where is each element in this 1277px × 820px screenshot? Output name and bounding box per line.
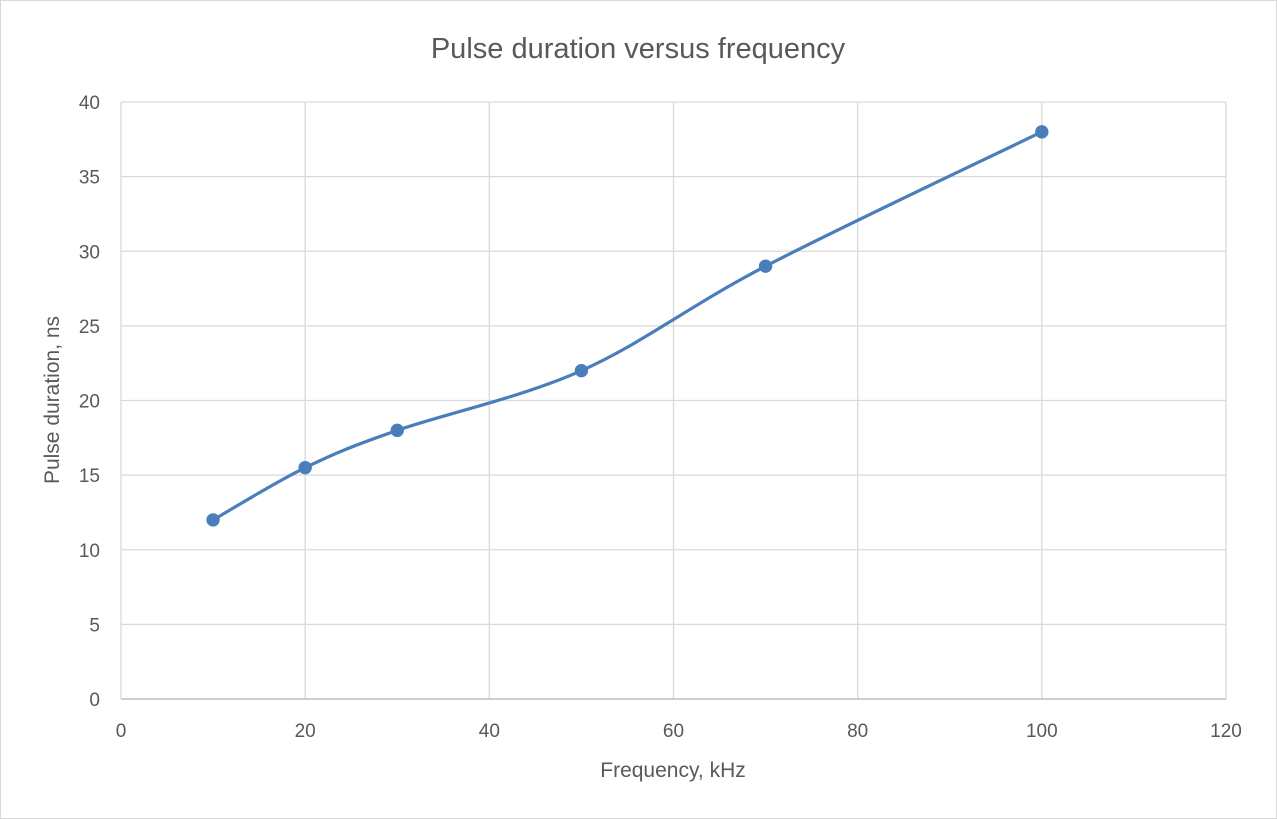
series-layer <box>206 125 1049 527</box>
grid <box>121 101 1227 699</box>
data-point <box>574 363 589 378</box>
x-tick-label: 20 <box>295 721 316 742</box>
data-point <box>390 423 404 438</box>
x-tick-label: 60 <box>663 721 684 742</box>
x-tick-label: 40 <box>479 721 500 742</box>
y-tick-label: 5 <box>89 615 100 636</box>
y-tick-label: 40 <box>79 93 100 114</box>
y-axis-title: Pulse duration, ns <box>41 316 64 484</box>
y-tick-label: 15 <box>79 466 100 487</box>
axes: 0 20 40 60 80 100 120 0 5 10 15 20 25 30 35 40 <box>79 93 1242 742</box>
x-tick-label: 120 <box>1210 721 1242 742</box>
y-tick-label: 25 <box>79 317 100 338</box>
y-tick-label: 10 <box>79 541 100 562</box>
data-point <box>1035 125 1049 139</box>
y-tick-label: 35 <box>79 168 100 189</box>
x-tick-label: 100 <box>1026 721 1058 742</box>
x-axis-title: Frequency, kHz <box>600 759 746 782</box>
data-point <box>758 259 773 273</box>
y-tick-label: 30 <box>79 242 100 263</box>
y-tick-label: 20 <box>79 392 100 413</box>
chart-title: Pulse duration versus frequency <box>431 33 846 65</box>
x-tick-label: 80 <box>847 721 868 742</box>
x-tick-label: 0 <box>116 721 127 742</box>
data-point <box>298 460 312 475</box>
y-tick-label: 0 <box>89 690 100 711</box>
data-point <box>206 513 220 527</box>
